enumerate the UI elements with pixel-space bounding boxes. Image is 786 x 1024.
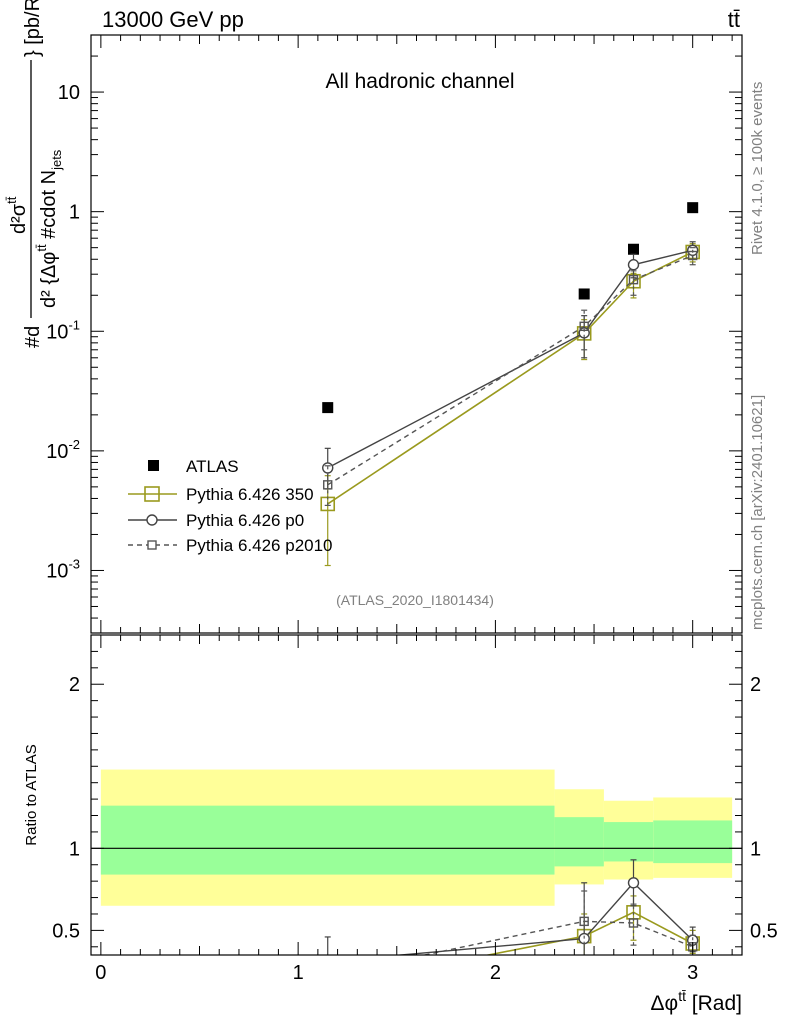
- ratio-uncertainty-bands: [100, 769, 733, 906]
- y-label-denominator-sub: jets: [49, 149, 64, 171]
- y-label-numerator-sup: tt̄: [4, 196, 19, 204]
- y-label-denominator-main: d² {Δφ: [38, 252, 60, 308]
- main-y-tick-label-base: 1: [69, 202, 80, 224]
- main-p2010-line: [327, 254, 693, 486]
- ratio-series-group: [321, 859, 700, 993]
- legend-atlas-marker: [148, 460, 159, 471]
- ratio-y-tick-label: 1: [69, 838, 80, 860]
- main-y-axis-label: #d d²σtt̄ d² {Δφtt̄ #cdot Njets } [pb/Ra…: [4, 0, 64, 348]
- ratio-p350-point: [321, 980, 334, 993]
- main-p0-point: [627, 259, 640, 271]
- legend: ATLAS Pythia 6.426 350 Pythia 6.426 p0 P…: [128, 457, 333, 555]
- ratio-band-green: [653, 820, 733, 864]
- main-p2010-point: [579, 321, 589, 332]
- ratio-p2010-point: [324, 972, 332, 980]
- y-label-numerator-main: d²σ: [8, 203, 30, 234]
- x-label-main: Δφ: [651, 992, 679, 1015]
- energy-label: 13000 GeV pp: [102, 7, 244, 32]
- main-y-tick-label: 10-1: [46, 317, 80, 343]
- y-label-denominator-mid: #cdot N: [38, 170, 60, 244]
- ratio-p2010-point: [628, 918, 639, 928]
- ratio-y-tick-label: 0.5: [52, 920, 80, 942]
- main-y-tick-label-exp: -2: [68, 437, 80, 452]
- x-tick-label: 0: [95, 962, 106, 984]
- main-p2010-point: [628, 274, 639, 285]
- analysis-watermark: (ATLAS_2020_I1801434): [336, 592, 494, 608]
- ratio-p0-point: [627, 877, 640, 889]
- legend-p0-label: Pythia 6.426 p0: [186, 511, 304, 530]
- ratio-band-green: [554, 817, 604, 867]
- legend-p350-label: Pythia 6.426 350: [186, 485, 314, 504]
- main-y-tick-label-base: 10: [46, 441, 68, 463]
- ratio-p2010-line: [421, 920, 693, 955]
- main-y-tick-label-exp: -3: [68, 556, 80, 571]
- x-tick-label: 3: [687, 962, 698, 984]
- ratio-y-tick-labels: 0.5 0.5 1 1 2 2: [52, 674, 778, 942]
- y-label-numerator: d²σtt̄: [4, 196, 30, 234]
- main-y-tick-label-exp: -1: [68, 317, 80, 332]
- main-chart-title: All hadronic channel: [325, 70, 514, 93]
- main-p0-line: [327, 249, 693, 469]
- legend-p350-marker: [144, 486, 160, 502]
- x-label-suffix: [Rad]: [686, 992, 742, 1015]
- ratio-y-tick-label-right: 2: [750, 674, 761, 696]
- ratio-y-axis-label: Ratio to ATLAS: [23, 744, 40, 845]
- process-label: tt̄: [728, 7, 740, 32]
- main-axis-ticks: [91, 34, 742, 634]
- ratio-band-green: [603, 822, 654, 862]
- x-label-sup: tt̄: [678, 988, 686, 1004]
- x-tick-label: 2: [490, 962, 501, 984]
- ratio-y-tick-label: 2: [69, 674, 80, 696]
- main-y-tick-label: 1: [69, 202, 80, 224]
- main-y-tick-label: 10: [58, 82, 80, 104]
- main-p2010-point: [687, 250, 698, 261]
- main-atlas-point: [687, 202, 699, 214]
- main-y-tick-label: 10-2: [46, 437, 80, 463]
- ratio-p350-line: [484, 911, 694, 955]
- x-axis-label: Δφtt̄ [Rad]: [651, 988, 742, 1015]
- legend-p2010-marker: [147, 540, 157, 550]
- main-series-group: [320, 202, 700, 567]
- ratio-band-green: [100, 805, 555, 875]
- ratio-p0-point: [323, 957, 333, 967]
- main-y-tick-label-base: 10: [58, 82, 80, 104]
- legend-p0-marker: [146, 514, 158, 526]
- main-atlas-point: [578, 288, 590, 300]
- main-atlas-point: [628, 243, 639, 255]
- legend-atlas-label: ATLAS: [186, 457, 239, 476]
- legend-p2010-label: Pythia 6.426 p2010: [186, 536, 333, 555]
- y-label-suffix: } [pb/Rad]: [22, 0, 44, 57]
- y-label-denominator-sup: tt̄: [34, 244, 49, 252]
- main-p350-line: [327, 251, 694, 505]
- main-y-tick-label-base: 10: [46, 321, 68, 343]
- main-y-tick-label: 10-3: [46, 556, 80, 582]
- ratio-y-tick-label-right: 1: [750, 838, 761, 860]
- rivet-version-label: Rivet 4.1.0, ≥ 100k events: [749, 82, 766, 255]
- main-p2010-point: [323, 480, 333, 490]
- mcplots-label: mcplots.cern.ch [arXiv:2401.10621]: [749, 395, 766, 630]
- y-label-denominator: d² {Δφtt̄ #cdot Njets: [34, 149, 64, 308]
- x-tick-labels: 0 1 2 3: [95, 962, 698, 984]
- main-atlas-point: [322, 402, 334, 414]
- main-y-tick-label-base: 10: [46, 560, 68, 582]
- x-tick-label: 1: [293, 962, 304, 984]
- y-label-prefix: #d: [22, 326, 44, 348]
- ratio-y-tick-label-right: 0.5: [750, 920, 778, 942]
- ratio-axis-ticks: [91, 635, 742, 955]
- ratio-p2010-point: [579, 916, 589, 927]
